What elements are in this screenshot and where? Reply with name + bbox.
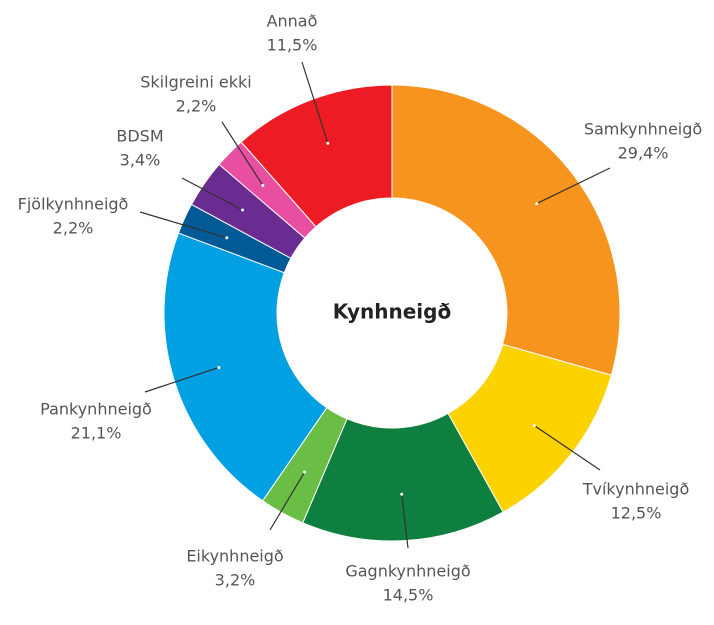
slice-label: Eikynhneigð	[186, 547, 283, 566]
slice-value-label: 3,2%	[215, 571, 256, 590]
leader-dot	[535, 202, 539, 206]
donut-slice	[391, 84, 621, 376]
leader-dot	[241, 208, 245, 212]
slice-label: Skilgreini ekki	[140, 73, 251, 92]
leader-line	[301, 61, 329, 144]
leader-line	[181, 177, 243, 211]
slice-label: Annað	[267, 12, 318, 31]
slice-value-label: 3,4%	[120, 151, 161, 170]
leader-line	[536, 167, 611, 205]
slice-label: BDSM	[116, 127, 163, 146]
donut-slice	[302, 412, 504, 542]
slice-value-label: 29,4%	[618, 144, 669, 163]
leader-dot	[532, 424, 536, 428]
leader-line	[221, 121, 264, 186]
chart-title: Kynhneigð	[333, 300, 451, 324]
slice-value-label: 14,5%	[383, 586, 434, 605]
leader-dot	[261, 183, 265, 187]
leader-line	[269, 471, 306, 531]
slice-value-label: 2,2%	[176, 97, 217, 116]
slice-value-label: 12,5%	[611, 504, 662, 523]
leader-line	[144, 366, 220, 393]
leader-dot	[400, 492, 404, 496]
leader-dot	[303, 470, 307, 474]
slice-label: Fjölkynhneigð	[18, 195, 129, 214]
slice-label: Tvíkynhneigð	[582, 480, 690, 499]
donut-slice	[163, 232, 328, 502]
leader-line	[401, 494, 409, 549]
leader-dot	[225, 236, 229, 240]
slice-label: Samkynhneigð	[584, 120, 702, 139]
leader-line	[139, 211, 227, 239]
slice-label: Gagnkynhneigð	[345, 562, 470, 581]
slice-value-label: 2,2%	[53, 219, 94, 238]
leader-dot	[326, 141, 330, 145]
slice-label: Pankynhneigð	[40, 400, 152, 419]
leader-dot	[217, 365, 221, 369]
leader-line	[534, 425, 601, 471]
slice-value-label: 11,5%	[267, 36, 318, 55]
donut-slice	[240, 84, 393, 228]
slice-value-label: 21,1%	[71, 424, 122, 443]
